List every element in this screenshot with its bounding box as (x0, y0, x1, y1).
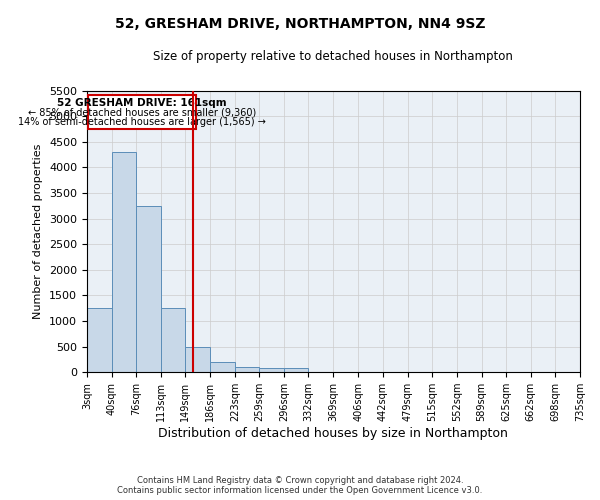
Text: 52 GRESHAM DRIVE: 161sqm: 52 GRESHAM DRIVE: 161sqm (57, 98, 227, 108)
Bar (136, 206, 161, 372)
Bar (210, 362, 235, 372)
Text: ← 85% of detached houses are smaller (9,360): ← 85% of detached houses are smaller (9,… (28, 108, 256, 118)
X-axis label: Distribution of detached houses by size in Northampton: Distribution of detached houses by size … (158, 427, 508, 440)
Bar (112, 152, 136, 372)
Bar (87, 308, 112, 372)
Bar (185, 346, 210, 372)
FancyBboxPatch shape (88, 94, 196, 130)
Title: Size of property relative to detached houses in Northampton: Size of property relative to detached ho… (154, 50, 514, 63)
Bar (284, 368, 308, 372)
Text: Contains HM Land Registry data © Crown copyright and database right 2024.
Contai: Contains HM Land Registry data © Crown c… (118, 476, 482, 495)
Text: 52, GRESHAM DRIVE, NORTHAMPTON, NN4 9SZ: 52, GRESHAM DRIVE, NORTHAMPTON, NN4 9SZ (115, 18, 485, 32)
Bar (235, 367, 259, 372)
Bar (161, 308, 185, 372)
Text: 14% of semi-detached houses are larger (1,565) →: 14% of semi-detached houses are larger (… (18, 116, 266, 126)
Bar (259, 368, 284, 372)
Y-axis label: Number of detached properties: Number of detached properties (34, 144, 43, 319)
